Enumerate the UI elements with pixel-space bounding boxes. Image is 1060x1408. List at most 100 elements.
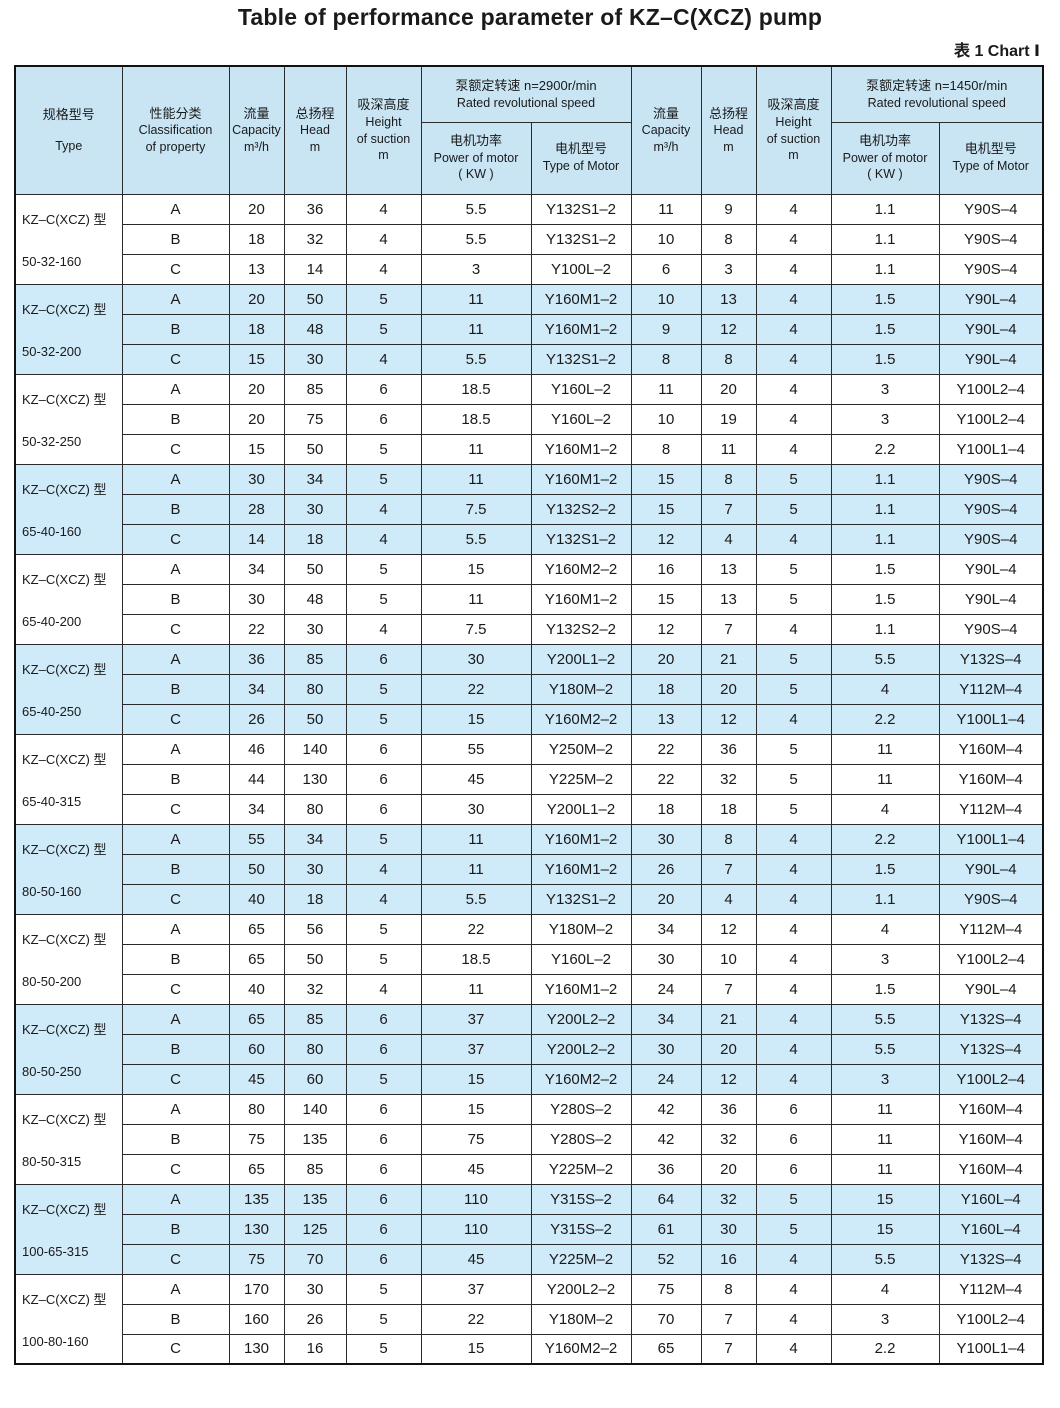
motor-1450-cell: Y90S–4 [938, 193, 1044, 225]
model-series: KZ–C(XCZ) 型 [22, 302, 107, 317]
header-text-en: of property [145, 139, 206, 154]
head-1450-cell: 3 [700, 253, 757, 285]
header-text-en: of suction [766, 131, 821, 146]
classification-cell: A [121, 283, 230, 315]
head-1450-cell: 7 [700, 1333, 757, 1365]
col-header-capacity-1450: 流量 Capacity m³/h [630, 65, 702, 195]
capacity-2900-cell: 130 [228, 1213, 285, 1245]
motor-1450-cell: Y100L1–4 [938, 433, 1044, 465]
capacity-1450-cell: 22 [630, 733, 702, 765]
motor-1450-cell: Y100L2–4 [938, 1063, 1044, 1095]
motor-1450-cell: Y112M–4 [938, 913, 1044, 945]
power-2900-cell: 37 [420, 1273, 532, 1305]
power-2900-cell: 37 [420, 1033, 532, 1065]
motor-2900-cell: Y160L–2 [530, 403, 632, 435]
table-row: B 130 125 6 110 Y315S–2 61 30 5 15 Y160L–4 [15, 1213, 1044, 1245]
classification-cell: C [121, 253, 230, 285]
motor-1450-cell: Y90S–4 [938, 223, 1044, 255]
header-text-zh: 电机型号 [964, 141, 1017, 157]
capacity-2900-cell: 20 [228, 373, 285, 405]
table-row: B 28 30 4 7.5 Y132S2–2 15 7 5 1.1 Y90S–4 [15, 493, 1044, 525]
head-2900-cell: 50 [283, 703, 347, 735]
model-series: KZ–C(XCZ) 型 [22, 572, 107, 587]
model-wrap: KZ–C(XCZ) 型 65-40-250 [16, 646, 121, 732]
power-1450-cell: 1.5 [830, 283, 940, 315]
suction-2900-cell: 4 [345, 523, 422, 555]
header-unit: m [788, 147, 799, 162]
table-row: KZ–C(XCZ) 型 65-40-200 A 34 50 5 15 Y160M2–2 16 13… [14, 553, 1044, 645]
head-1450-cell: 20 [700, 1033, 757, 1065]
power-2900-cell: 11 [420, 823, 532, 855]
capacity-1450-cell: 75 [630, 1273, 702, 1305]
table-row: B 65 50 5 18.5 Y160L–2 30 10 4 3 Y100L2–4 [15, 943, 1044, 975]
table-row: C 14 18 4 5.5 Y132S1–2 12 4 4 1.1 Y90S–4 [15, 523, 1044, 555]
classification-cell: A [121, 373, 230, 405]
classification-cell: C [121, 1243, 230, 1275]
motor-2900-cell: Y160M2–2 [530, 553, 632, 585]
suction-2900-cell: 4 [345, 193, 422, 225]
col-header-head-2900: 总扬程 Head m [283, 65, 347, 195]
model-wrap: KZ–C(XCZ) 型 80-50-160 [16, 826, 121, 912]
head-2900-cell: 30 [283, 1273, 347, 1305]
head-2900-cell: 18 [283, 883, 347, 915]
capacity-1450-cell: 16 [630, 553, 702, 585]
head-1450-cell: 12 [700, 703, 757, 735]
capacity-2900-cell: 45 [228, 1063, 285, 1095]
model-series: KZ–C(XCZ) 型 [22, 1112, 107, 1127]
model-wrap: KZ–C(XCZ) 型 65-40-200 [16, 556, 121, 642]
head-2900-cell: 80 [283, 793, 347, 825]
suction-1450-cell: 5 [755, 583, 832, 615]
header-spacer [18, 124, 120, 138]
power-1450-cell: 1.1 [830, 193, 940, 225]
capacity-2900-cell: 60 [228, 1033, 285, 1065]
header-text-en: Type [55, 138, 83, 153]
suction-2900-cell: 5 [345, 313, 422, 345]
header-text-en: Height [775, 115, 812, 130]
capacity-1450-cell: 13 [630, 703, 702, 735]
motor-1450-cell: Y132S–4 [938, 1243, 1044, 1275]
header-text-zh: 总扬程 [708, 105, 748, 121]
power-1450-cell: 1.1 [830, 253, 940, 285]
table-row: C 22 30 4 7.5 Y132S2–2 12 7 4 1.1 Y90S–4 [15, 613, 1044, 645]
table-row: C 34 80 6 30 Y200L1–2 18 18 5 4 Y112M–4 [15, 793, 1044, 825]
head-1450-cell: 12 [700, 913, 757, 945]
head-2900-cell: 30 [283, 613, 347, 645]
header-text-en: Type of Motor [952, 159, 1029, 174]
capacity-2900-cell: 34 [228, 793, 285, 825]
motor-2900-cell: Y225M–2 [530, 1243, 632, 1275]
suction-1450-cell: 4 [755, 343, 832, 375]
classification-cell: B [121, 313, 230, 345]
table-row: KZ–C(XCZ) 型 65-40-160 A 30 34 5 11 Y160M1–2 15 8 5… [14, 463, 1044, 555]
power-2900-cell: 11 [420, 433, 532, 465]
motor-1450-cell: Y160M–4 [938, 1123, 1044, 1155]
classification-cell: C [121, 883, 230, 915]
power-1450-cell: 1.5 [830, 973, 940, 1005]
motor-2900-cell: Y160L–2 [530, 943, 632, 975]
capacity-1450-cell: 12 [630, 523, 702, 555]
power-2900-cell: 5.5 [420, 343, 532, 375]
table-row: B 34 80 5 22 Y180M–2 18 20 5 4 Y112M–4 [15, 673, 1044, 705]
classification-cell: C [121, 433, 230, 465]
suction-1450-cell: 5 [755, 673, 832, 705]
motor-1450-cell: Y90L–4 [938, 343, 1044, 375]
capacity-2900-cell: 14 [228, 523, 285, 555]
head-1450-cell: 18 [700, 793, 757, 825]
power-1450-cell: 5.5 [830, 1243, 940, 1275]
page-title: Table of performance parameter of KZ–C(X… [237, 4, 823, 30]
power-1450-cell: 1.1 [830, 463, 940, 495]
table-row: KZ–C(XCZ) 型 50-32-200 A 20 50 5 11 Y160M1–2 10 13… [14, 283, 1044, 375]
capacity-2900-cell: 15 [228, 343, 285, 375]
capacity-2900-cell: 44 [228, 763, 285, 795]
head-2900-cell: 36 [283, 193, 347, 225]
capacity-2900-cell: 50 [228, 853, 285, 885]
group-header-1450: 泵额定转速 n=1450r/min Rated revolutional spe… [830, 65, 1044, 123]
capacity-2900-cell: 40 [228, 883, 285, 915]
motor-2900-cell: Y132S1–2 [530, 343, 632, 375]
motor-1450-cell: Y100L1–4 [938, 703, 1044, 735]
capacity-2900-cell: 28 [228, 493, 285, 525]
power-1450-cell: 15 [830, 1213, 940, 1245]
capacity-1450-cell: 52 [630, 1243, 702, 1275]
capacity-1450-cell: 30 [630, 1033, 702, 1065]
motor-1450-cell: Y100L2–4 [938, 943, 1044, 975]
capacity-1450-cell: 34 [630, 1003, 702, 1035]
